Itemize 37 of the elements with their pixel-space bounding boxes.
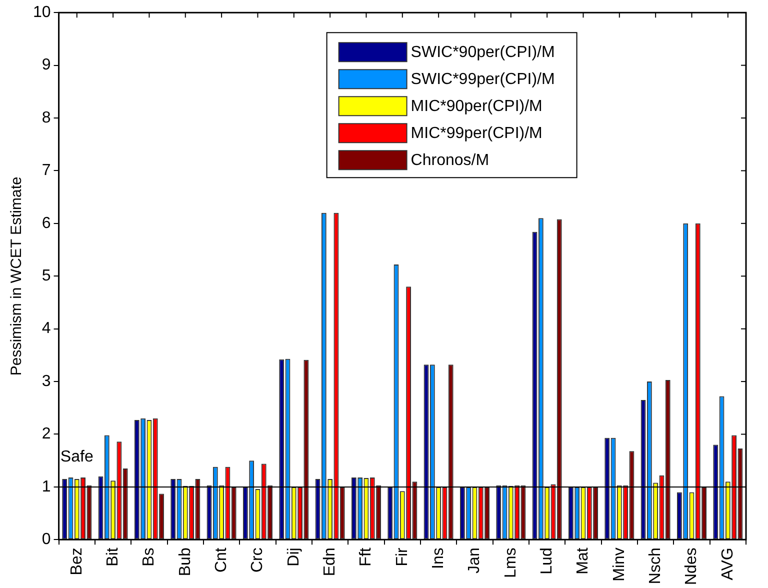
x-tick-label: Dij [285, 548, 302, 566]
x-tick-label: Bub [176, 548, 194, 576]
y-tick-label: 7 [42, 162, 51, 180]
x-tick-label: Bs [140, 548, 158, 566]
y-tick-label: 10 [33, 4, 51, 22]
x-tick-label: Ins [430, 548, 447, 569]
legend-label: Chronos/M [410, 152, 490, 170]
annotation: Safe [60, 448, 94, 466]
legend-label: MIC*90per(CPI)/M [410, 98, 542, 116]
x-tick-label: Bit [104, 547, 122, 566]
legend-label: MIC*99per(CPI)/M [410, 125, 542, 142]
x-tick-label: Crc [249, 548, 266, 573]
legend-label: SWIC*90per(CPI)/M [410, 44, 555, 62]
y-tick-label: 3 [42, 372, 51, 390]
y-axis-title: Pessimism in WCET Estimate [8, 176, 26, 376]
y-tick-label: 2 [42, 426, 51, 443]
legend-label: SWIC*99per(CPI)/M [410, 71, 555, 88]
x-tick-label: AVG [719, 548, 736, 580]
x-tick-label: Fft [358, 547, 375, 566]
y-tick-label: 0 [42, 531, 51, 548]
x-tick-label: Ndes [683, 548, 700, 586]
x-tick-label: Minv [610, 548, 628, 582]
y-tick-label: 4 [42, 320, 51, 338]
y-tick-label: 6 [42, 214, 51, 232]
y-tick-label: 9 [42, 56, 51, 74]
x-tick-label: Mat [574, 547, 592, 574]
x-tick-label: Bez [68, 548, 86, 576]
y-tick-label: 8 [42, 109, 51, 126]
x-tick-label: Cnt [212, 547, 230, 573]
x-tick-label: Nsch [646, 548, 664, 584]
x-tick-label: Jan [466, 548, 484, 574]
x-tick-label: Fir [394, 546, 411, 566]
y-tick-label: 5 [42, 268, 51, 285]
x-tick-label: Edn [321, 548, 338, 576]
y-tick-label: 1 [42, 478, 51, 496]
x-tick-label: Lud [538, 548, 556, 574]
x-tick-label: Lms [502, 548, 520, 578]
